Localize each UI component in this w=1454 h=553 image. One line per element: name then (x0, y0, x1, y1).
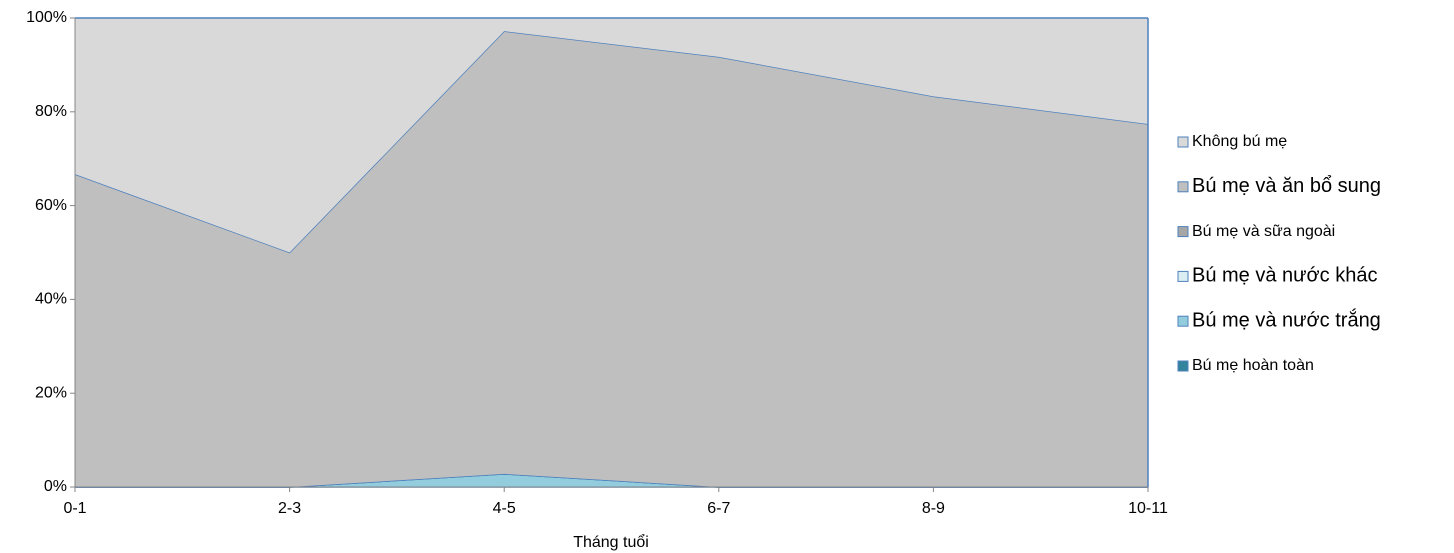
y-tick-label: 20% (35, 384, 67, 401)
legend-label: Bú mẹ hoàn toàn (1192, 357, 1314, 374)
x-tick-label: 10-11 (1128, 500, 1168, 517)
area (75, 18, 1148, 253)
legend-label: Bú mẹ và nước trắng (1192, 308, 1381, 331)
legend-swatch (1177, 136, 1189, 148)
legend-label: Bú mẹ và ăn bổ sung (1192, 175, 1381, 197)
y-tick-label: 60% (35, 197, 67, 214)
x-tick-label: 6-7 (707, 500, 730, 517)
y-tick-label: 80% (35, 103, 67, 120)
legend-swatch (1177, 315, 1189, 327)
x-tick-label: 4-5 (493, 500, 516, 517)
x-tick-label: 0-1 (63, 500, 86, 517)
legend-swatch (1177, 360, 1189, 372)
legend-swatch (1177, 270, 1189, 282)
x-tick-label: 2-3 (278, 500, 301, 517)
legend-swatch (1177, 181, 1189, 193)
x-axis-label: Tháng tuổi (573, 533, 649, 551)
y-tick-label: 40% (35, 291, 67, 308)
x-tick-label: 8-9 (922, 500, 945, 517)
legend-label: Không bú mẹ (1192, 133, 1287, 150)
y-tick-label: 0% (44, 478, 67, 495)
y-tick-label: 100% (26, 9, 67, 26)
legend-swatch (1177, 226, 1189, 238)
legend-label: Bú mẹ và nước khác (1192, 265, 1377, 287)
legend-label: Bú mẹ và sữa ngoài (1192, 223, 1335, 240)
area (75, 31, 1148, 488)
